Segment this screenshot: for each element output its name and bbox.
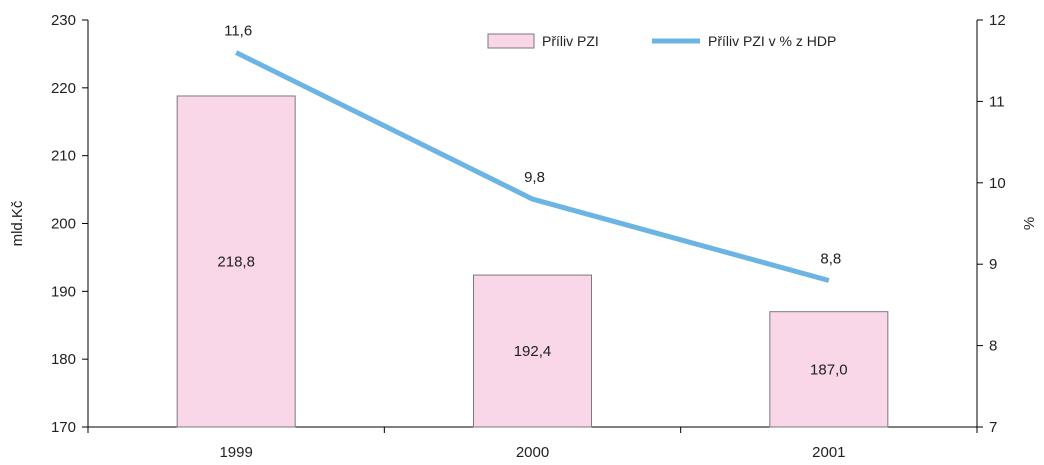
y-axis-right-label: %	[1021, 217, 1038, 230]
y-left-tick-label: 210	[51, 148, 76, 165]
line-series	[235, 50, 830, 283]
y-left-tick-label: 200	[51, 216, 76, 233]
x-tick-label: 2001	[812, 444, 845, 461]
line-value-label: 11,6	[224, 23, 252, 40]
bars	[176, 95, 889, 428]
x-tick-label: 1999	[219, 444, 252, 461]
axes: 170 180 190 200 210 220 230 7 8 9 10 11 12 1999 2000 20…	[9, 12, 1038, 461]
y-right-tick-label: 8	[989, 338, 997, 355]
bar-2000	[473, 274, 592, 428]
y-right-tick-label: 10	[989, 175, 1006, 192]
y-left-tick-label: 230	[51, 12, 76, 29]
bar-2001	[769, 311, 889, 428]
line-series-pzi-hdp	[235, 50, 830, 283]
legend-label-line: Příliv PZI v % z HDP	[708, 33, 836, 49]
bar-value-label: 187,0	[810, 361, 848, 378]
y-left-tick-label: 180	[51, 351, 76, 368]
line-value-label: 8,8	[820, 250, 841, 267]
data-labels: 218,8 192,4 187,0 11,6 9,8 8,8	[217, 23, 847, 379]
legend: Příliv PZI Příliv PZI v % z HDP	[487, 33, 836, 49]
line-value-label: 9,8	[524, 169, 545, 186]
y-right-tick-label: 12	[989, 12, 1006, 29]
y-right-tick-label: 9	[989, 256, 997, 273]
bar-value-label: 218,8	[217, 253, 255, 270]
legend-swatch-bar	[487, 33, 535, 49]
y-left-tick-label: 220	[51, 80, 76, 97]
y-axis-left-label: mld.Kč	[9, 200, 26, 246]
y-right-tick-label: 7	[989, 419, 997, 436]
y-right-tick-label: 11	[989, 93, 1005, 110]
y-left-tick-label: 170	[51, 419, 76, 436]
bar-value-label: 192,4	[514, 343, 552, 360]
x-tick-label: 2000	[516, 444, 549, 461]
legend-label-bar: Příliv PZI	[542, 33, 599, 49]
bar-1999	[176, 95, 296, 428]
y-left-tick-label: 190	[51, 283, 76, 300]
